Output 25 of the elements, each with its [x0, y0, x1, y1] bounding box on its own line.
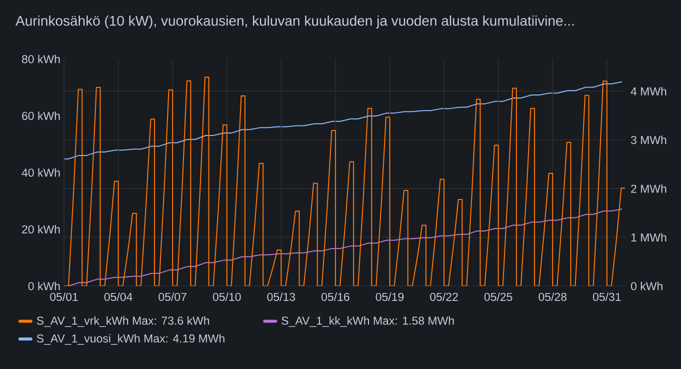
y2-tick-label: 3 MWh — [630, 136, 666, 144]
chart-title: Aurinkosähkö (10 kW), vuorokausien, kuluvan kuukauden ja vuoden alusta kumulatiivine... — [16, 15, 574, 29]
y-tick-label: 0 kWh — [28, 282, 60, 290]
legend-label: S_AV_1_vuosi_kWh Max: 4.19 MWh — [36, 334, 224, 345]
x-tick-label: 05/31 — [592, 292, 621, 301]
x-tick-label: 05/10 — [212, 292, 241, 301]
y-tick-label: 60 kWh — [22, 112, 60, 120]
y-tick-label: 40 kWh — [22, 168, 60, 177]
y-tick-label: 20 kWh — [22, 225, 60, 234]
y2-tick-label: 1 MWh — [631, 233, 666, 242]
legend-label: S_AV_1_kk_kWh Max: 1.58 MWh — [282, 316, 454, 327]
legend-label: S_AV_1_vrk_kWh Max: 73.6 kWh — [36, 316, 210, 327]
y2-tick-label: 2 MWh — [631, 184, 666, 193]
x-tick-label: 05/16 — [322, 292, 350, 301]
y2-tick-label: 0 kWh — [630, 282, 662, 290]
x-tick-label: 05/13 — [267, 292, 296, 301]
x-tick-label: 05/07 — [158, 292, 186, 301]
x-tick-label: 05/25 — [484, 292, 512, 301]
x-tick-label: 05/19 — [376, 292, 404, 301]
x-tick-label: 05/28 — [538, 292, 566, 301]
y2-tick-label: 4 MWh — [630, 86, 666, 96]
x-tick-label: 05/01 — [50, 292, 78, 301]
x-tick-label: 05/22 — [430, 292, 458, 301]
y-tick-label: 80 kWh — [22, 54, 60, 64]
x-tick-label: 05/04 — [104, 292, 132, 301]
